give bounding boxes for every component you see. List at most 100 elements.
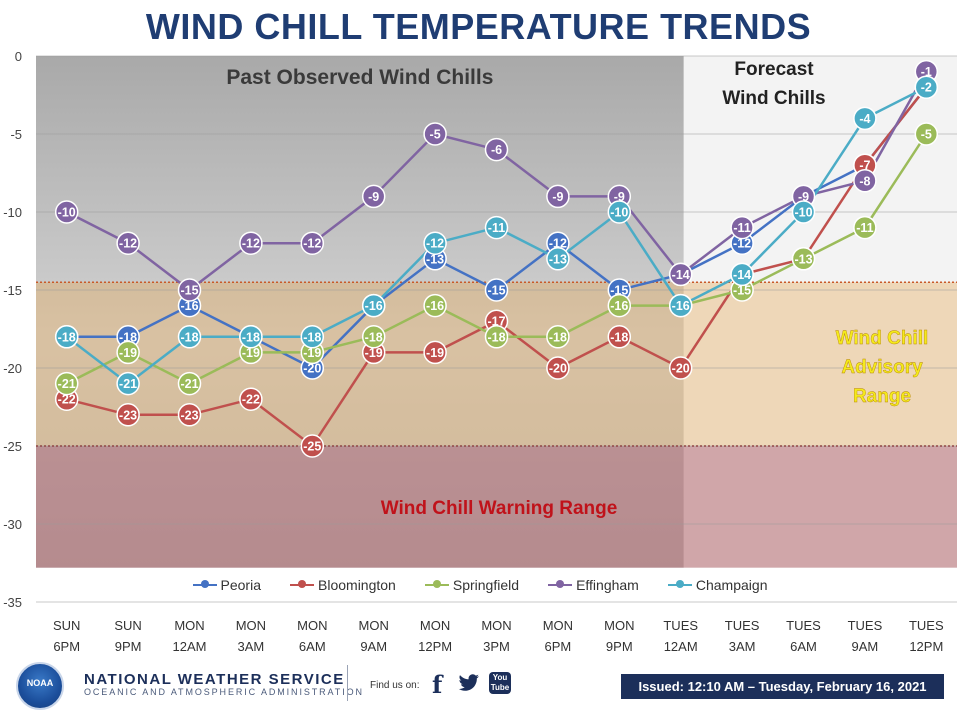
- data-label-bloomington: -20: [549, 362, 567, 376]
- facebook-icon[interactable]: f: [432, 670, 443, 699]
- data-label-champaign: -14: [733, 268, 751, 282]
- data-label-champaign: -18: [180, 330, 198, 344]
- noaa-logo-text: NOAA: [26, 678, 54, 688]
- data-label-champaign: -10: [610, 206, 628, 220]
- x-tick-label-day: SUN: [53, 618, 80, 633]
- legend-swatch-peoria: [192, 579, 217, 588]
- advisory-label-line2: Advisory: [841, 357, 923, 378]
- x-tick-label-time: 9AM: [852, 639, 879, 654]
- x-tick-label-time: 6AM: [299, 639, 326, 654]
- data-point-bloomington: [423, 340, 447, 365]
- data-label-champaign: -13: [549, 252, 567, 266]
- x-tick-label-day: TUES: [848, 618, 883, 633]
- data-label-springfield: -19: [119, 346, 137, 360]
- data-point-champaign: [668, 293, 693, 318]
- advisory-band: [36, 282, 957, 446]
- data-label-champaign: -16: [672, 299, 690, 313]
- x-tick-label-time: 6PM: [53, 639, 80, 654]
- x-tick-label-day: MON: [359, 618, 389, 633]
- youtube-icon[interactable]: You Tube: [489, 672, 511, 694]
- data-label-springfield: -19: [303, 346, 321, 360]
- data-label-champaign: -12: [426, 237, 444, 251]
- data-point-champaign: [853, 106, 877, 131]
- data-point-bloomington: [300, 434, 325, 458]
- legend-item-springfield: Springfield: [424, 577, 519, 593]
- data-label-effingham: -15: [180, 284, 198, 298]
- forecast-panel: [683, 56, 957, 568]
- data-point-peoria: [484, 278, 509, 302]
- data-point-champaign: [607, 200, 632, 224]
- data-label-bloomington: -19: [426, 346, 444, 360]
- y-tick-label: 0: [15, 49, 22, 64]
- data-point-champaign: [177, 325, 202, 349]
- data-label-champaign: -11: [488, 221, 505, 235]
- data-point-springfield: [54, 371, 79, 396]
- x-tick-label-day: MON: [543, 618, 573, 633]
- x-tick-label-day: MON: [604, 618, 634, 633]
- find-us-label: Find us on:: [370, 680, 420, 691]
- y-tick-label: -20: [3, 361, 22, 376]
- data-label-peoria: -15: [610, 284, 628, 298]
- data-label-springfield: -16: [610, 299, 628, 313]
- y-tick-label: -15: [3, 283, 22, 298]
- data-label-effingham: -10: [58, 206, 76, 220]
- data-label-effingham: -9: [368, 190, 379, 204]
- data-point-effingham: [730, 215, 754, 240]
- y-tick-label: -30: [3, 517, 22, 532]
- data-point-champaign: [239, 325, 263, 349]
- x-tick-label-day: MON: [174, 618, 204, 633]
- twitter-icon[interactable]: [458, 674, 480, 692]
- data-point-springfield: [853, 215, 877, 240]
- data-point-springfield: [607, 293, 632, 318]
- data-label-champaign: -16: [365, 299, 383, 313]
- data-label-springfield: -13: [794, 252, 812, 266]
- issued-banner: Issued: 12:10 AM – Tuesday, February 16,…: [621, 674, 944, 699]
- x-tick-label-day: SUN: [114, 618, 141, 633]
- data-label-bloomington: -17: [487, 315, 505, 329]
- data-point-champaign: [423, 231, 447, 255]
- data-point-effingham: [423, 122, 447, 146]
- youtube-icon-line2: Tube: [490, 683, 510, 692]
- data-label-effingham: -9: [798, 190, 809, 204]
- legend-swatch-springfield: [424, 579, 449, 588]
- data-label-springfield: -15: [733, 284, 751, 298]
- warning-label: Wind Chill Warning Range: [381, 498, 618, 519]
- x-tick-label-day: MON: [420, 618, 450, 633]
- x-tick-label-day: TUES: [725, 618, 760, 633]
- data-label-champaign: -18: [303, 330, 321, 344]
- data-label-champaign: -18: [58, 330, 76, 344]
- data-point-bloomington: [668, 356, 693, 380]
- data-label-bloomington: -20: [672, 362, 690, 376]
- data-label-bloomington: -7: [859, 159, 870, 173]
- x-tick-label-day: TUES: [786, 618, 821, 633]
- noaa-logo[interactable]: NOAA: [16, 662, 64, 710]
- legend-item-champaign: Champaign: [667, 577, 767, 593]
- data-point-springfield: [361, 325, 386, 349]
- data-label-champaign: -2: [921, 81, 932, 95]
- data-label-bloomington: -23: [119, 408, 137, 422]
- data-point-springfield: [116, 340, 140, 365]
- data-point-effingham: [361, 184, 386, 209]
- youtube-icon-line1: You: [492, 673, 508, 682]
- data-point-springfield: [546, 325, 570, 349]
- data-label-effingham: -11: [733, 221, 750, 235]
- data-point-effingham: [484, 137, 509, 162]
- footer-divider: [347, 665, 348, 701]
- legend-item-peoria: Peoria: [192, 576, 261, 593]
- data-label-springfield: -5: [921, 128, 932, 142]
- data-point-effingham: [177, 278, 202, 302]
- y-tick-label: -25: [3, 439, 22, 454]
- data-label-peoria: -12: [549, 237, 567, 251]
- x-tick-label-time: 12PM: [909, 639, 943, 654]
- data-label-springfield: -21: [58, 377, 76, 391]
- data-point-champaign: [730, 262, 754, 287]
- data-label-champaign: -21: [119, 377, 137, 391]
- data-label-bloomington: -22: [242, 393, 260, 407]
- data-point-effingham: [668, 262, 693, 287]
- data-point-bloomington: [607, 325, 632, 349]
- data-label-springfield: -19: [242, 346, 260, 360]
- data-point-effingham: [239, 231, 263, 255]
- x-tick-label-time: 9AM: [360, 639, 387, 654]
- data-label-peoria: -20: [303, 362, 321, 376]
- legend-label-peoria: Peoria: [220, 576, 261, 593]
